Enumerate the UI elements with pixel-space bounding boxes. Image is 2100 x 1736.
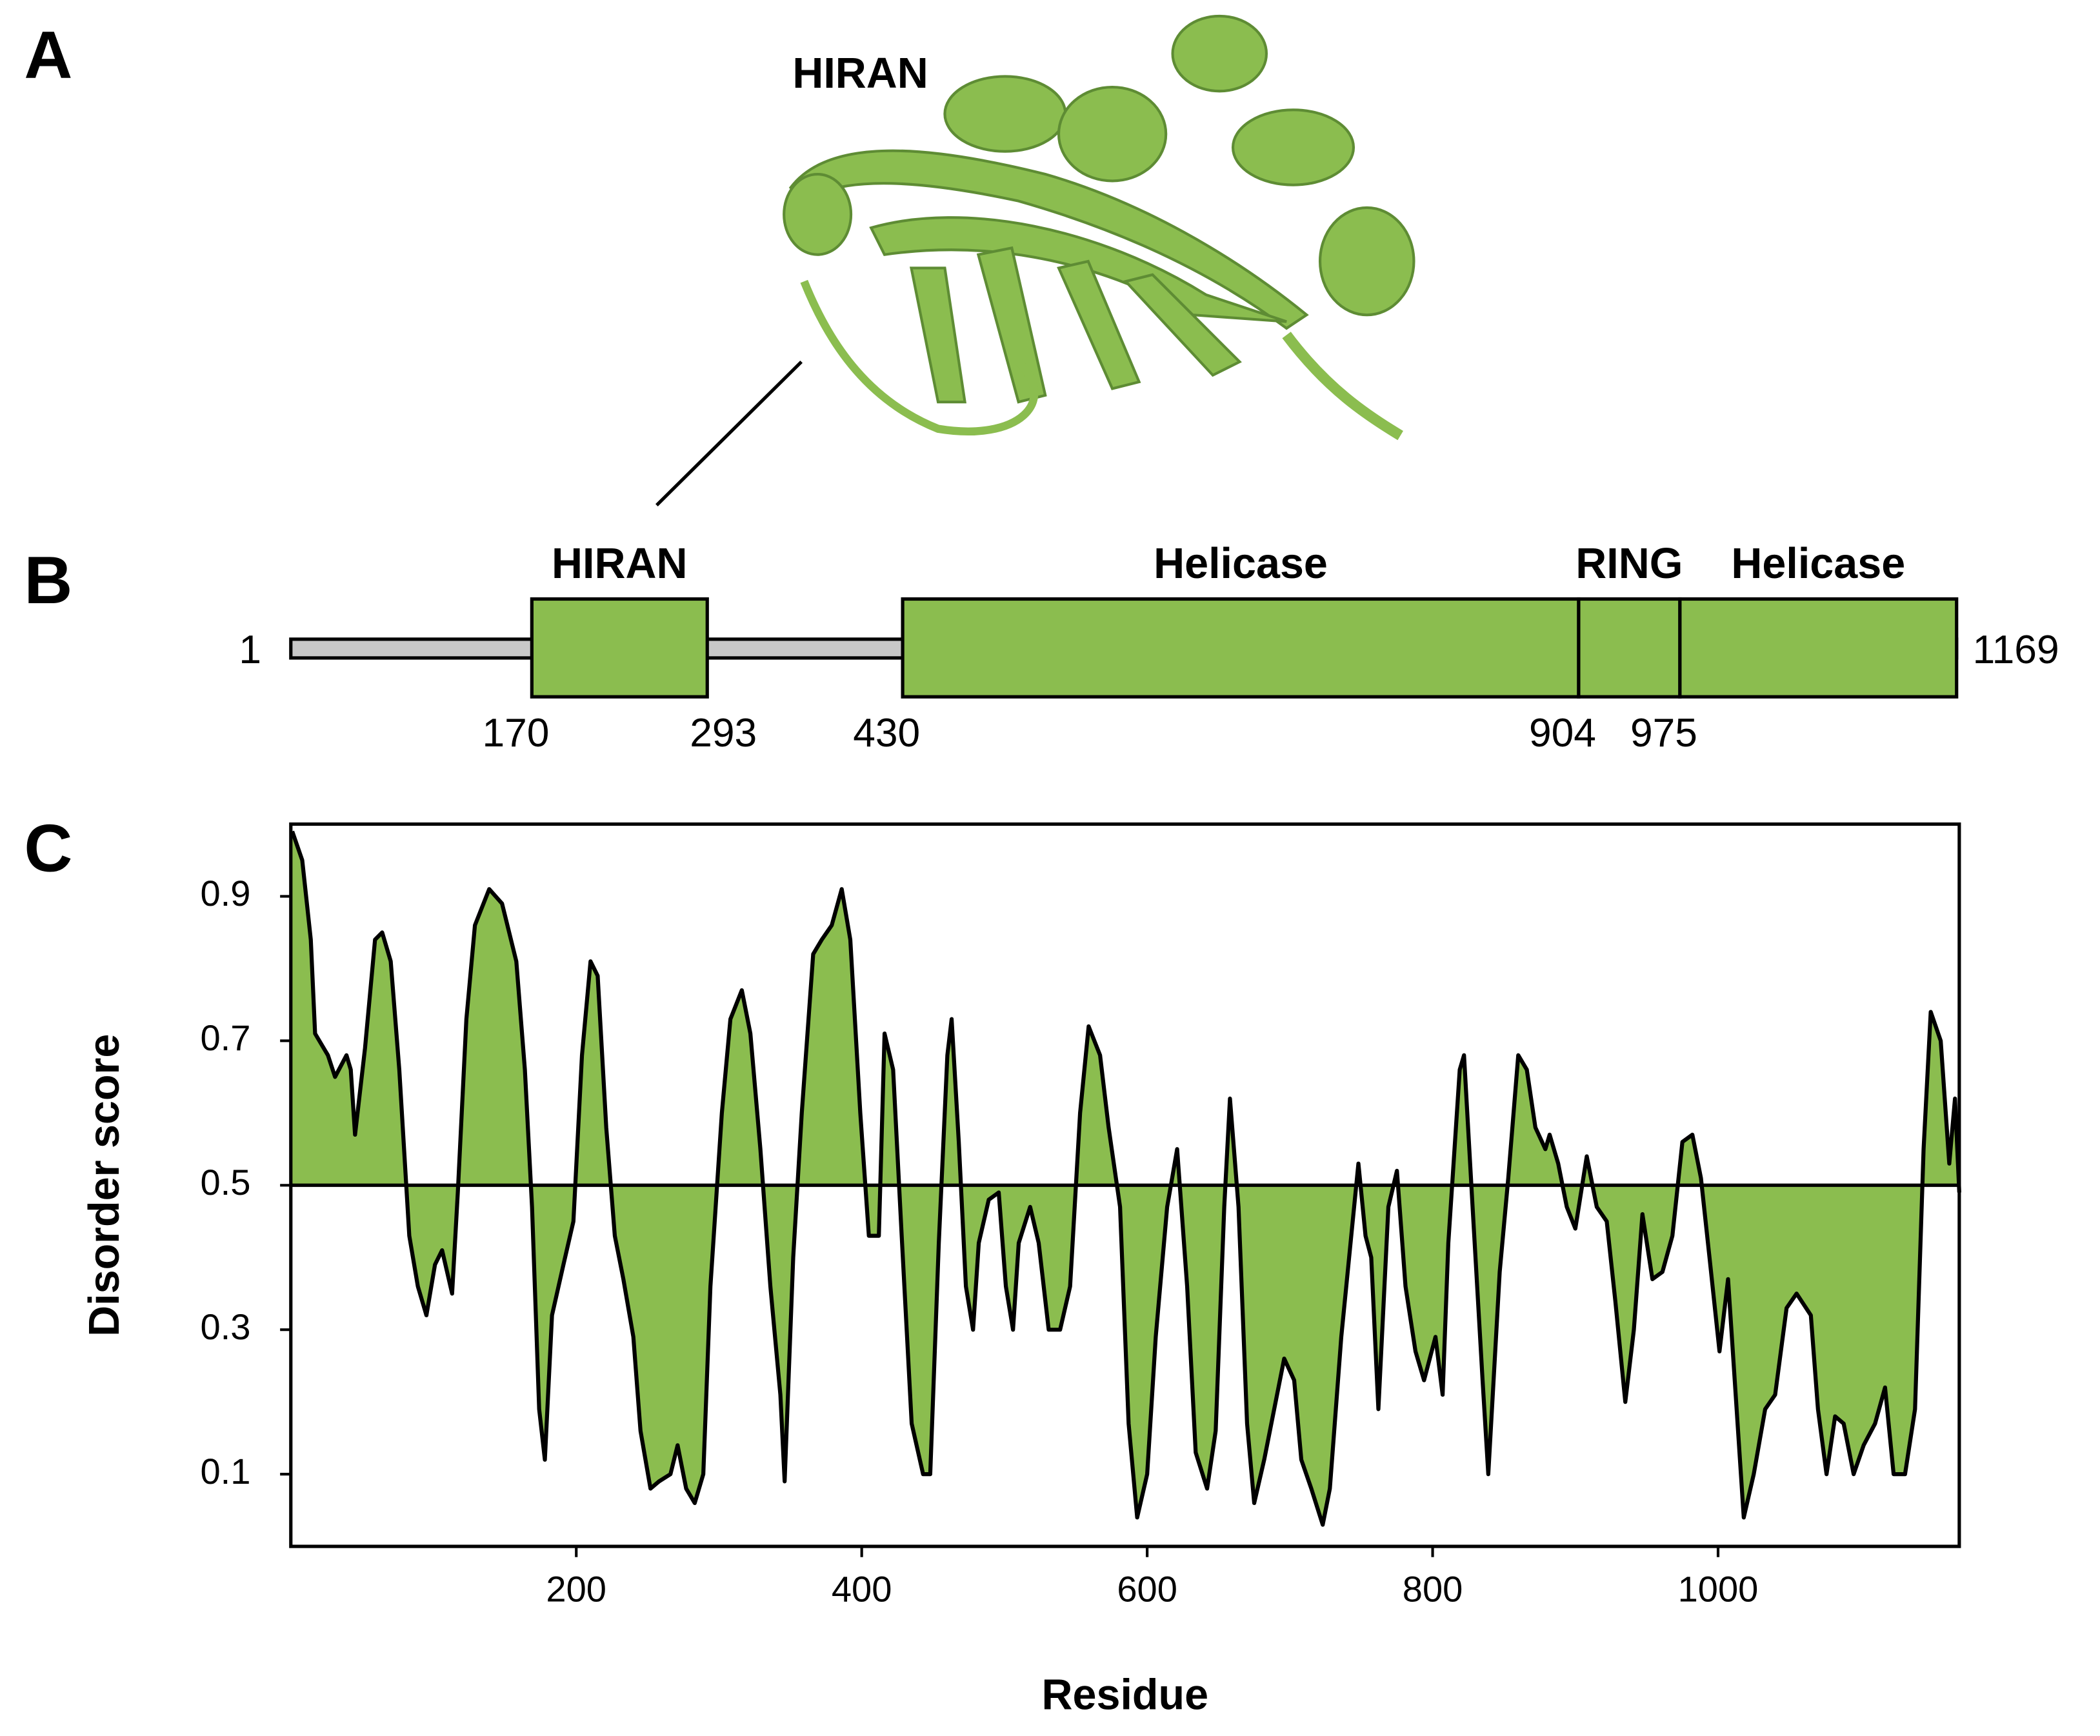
y-axis-label: Disorder score bbox=[81, 1034, 128, 1337]
x-tick-label: 800 bbox=[1403, 1569, 1463, 1610]
x-tick-label: 400 bbox=[832, 1569, 892, 1610]
connector bbox=[655, 360, 803, 506]
protein-structure bbox=[783, 14, 1415, 441]
panel-label: B bbox=[24, 543, 72, 618]
panel-label: C bbox=[24, 812, 72, 886]
y-tick-label: 0.5 bbox=[200, 1162, 250, 1202]
domain-start: 170 bbox=[482, 711, 549, 755]
panel-label: A bbox=[24, 18, 72, 93]
domain-box bbox=[1577, 597, 1682, 699]
x-tick-label: 200 bbox=[546, 1569, 606, 1610]
domain-start: 430 bbox=[853, 711, 920, 755]
x-axis-label: Residue bbox=[1042, 1671, 1209, 1719]
y-tick-label: 0.1 bbox=[200, 1451, 250, 1492]
disorder-line bbox=[290, 830, 1961, 1527]
structure-label: HIRAN bbox=[792, 50, 928, 97]
domain-name: Helicase bbox=[1731, 540, 1905, 588]
domain-start: 975 bbox=[1630, 711, 1697, 755]
domain-end: 293 bbox=[690, 711, 757, 755]
y-tick-label: 0.9 bbox=[200, 873, 250, 913]
domain-name: Helicase bbox=[1154, 540, 1328, 588]
x-tick-label: 1000 bbox=[1678, 1569, 1759, 1610]
y-tick-label: 0.7 bbox=[200, 1017, 250, 1058]
domain-start: 904 bbox=[1529, 711, 1596, 755]
x-tick-label: 600 bbox=[1117, 1569, 1177, 1610]
domain-box bbox=[901, 597, 1581, 699]
y-tick-label: 0.3 bbox=[200, 1306, 250, 1347]
domain-box bbox=[1678, 597, 1959, 699]
domain-name: HIRAN bbox=[552, 540, 687, 588]
domain-name: RING bbox=[1575, 540, 1683, 588]
domain-box bbox=[530, 597, 709, 699]
sequence-end: 1169 bbox=[1973, 628, 2059, 672]
sequence-start: 1 bbox=[239, 628, 261, 672]
